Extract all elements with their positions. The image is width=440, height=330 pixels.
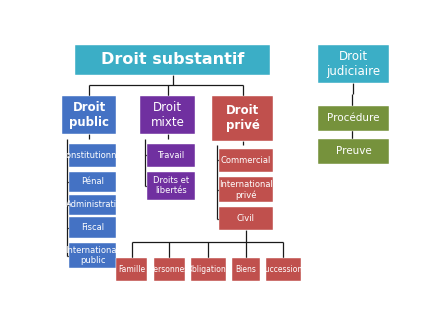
Text: Civil: Civil <box>237 214 255 223</box>
Text: Administratif: Administratif <box>66 200 120 209</box>
Text: International
privé: International privé <box>219 180 273 200</box>
FancyBboxPatch shape <box>318 106 389 131</box>
FancyBboxPatch shape <box>140 95 195 134</box>
FancyBboxPatch shape <box>154 258 185 281</box>
FancyBboxPatch shape <box>117 258 147 281</box>
FancyBboxPatch shape <box>69 243 117 268</box>
FancyBboxPatch shape <box>318 139 389 164</box>
Text: Pénal: Pénal <box>81 178 104 186</box>
Text: Droit
judiciaire: Droit judiciaire <box>326 50 381 78</box>
FancyBboxPatch shape <box>191 258 226 281</box>
Text: Droits et
libertés: Droits et libertés <box>153 176 189 195</box>
Text: Fiscal: Fiscal <box>81 223 104 232</box>
Text: Droit
public: Droit public <box>69 101 109 129</box>
FancyBboxPatch shape <box>232 258 260 281</box>
Text: Personnes: Personnes <box>150 265 189 274</box>
Text: Famille: Famille <box>118 265 145 274</box>
Text: Biens: Biens <box>235 265 257 274</box>
Text: Obligations: Obligations <box>187 265 230 274</box>
Text: Droit substantif: Droit substantif <box>101 52 244 67</box>
FancyBboxPatch shape <box>318 45 389 83</box>
Text: Successions: Successions <box>260 265 307 274</box>
FancyBboxPatch shape <box>147 172 195 200</box>
FancyBboxPatch shape <box>219 149 273 172</box>
FancyBboxPatch shape <box>69 195 117 215</box>
Text: Travail: Travail <box>158 151 184 160</box>
Text: International
public: International public <box>66 246 119 265</box>
FancyBboxPatch shape <box>76 45 270 75</box>
Text: Droit
privé: Droit privé <box>226 104 260 132</box>
Text: Constitutionnel: Constitutionnel <box>60 151 125 160</box>
FancyBboxPatch shape <box>219 207 273 230</box>
FancyBboxPatch shape <box>69 217 117 238</box>
FancyBboxPatch shape <box>212 95 273 141</box>
FancyBboxPatch shape <box>147 144 195 167</box>
Text: Droit
mixte: Droit mixte <box>150 101 184 129</box>
FancyBboxPatch shape <box>267 258 301 281</box>
FancyBboxPatch shape <box>69 172 117 192</box>
FancyBboxPatch shape <box>219 177 273 202</box>
Text: Procédure: Procédure <box>327 114 380 123</box>
FancyBboxPatch shape <box>62 95 117 134</box>
FancyBboxPatch shape <box>69 144 117 167</box>
Text: Preuve: Preuve <box>336 147 371 156</box>
Text: Commercial: Commercial <box>221 156 271 165</box>
